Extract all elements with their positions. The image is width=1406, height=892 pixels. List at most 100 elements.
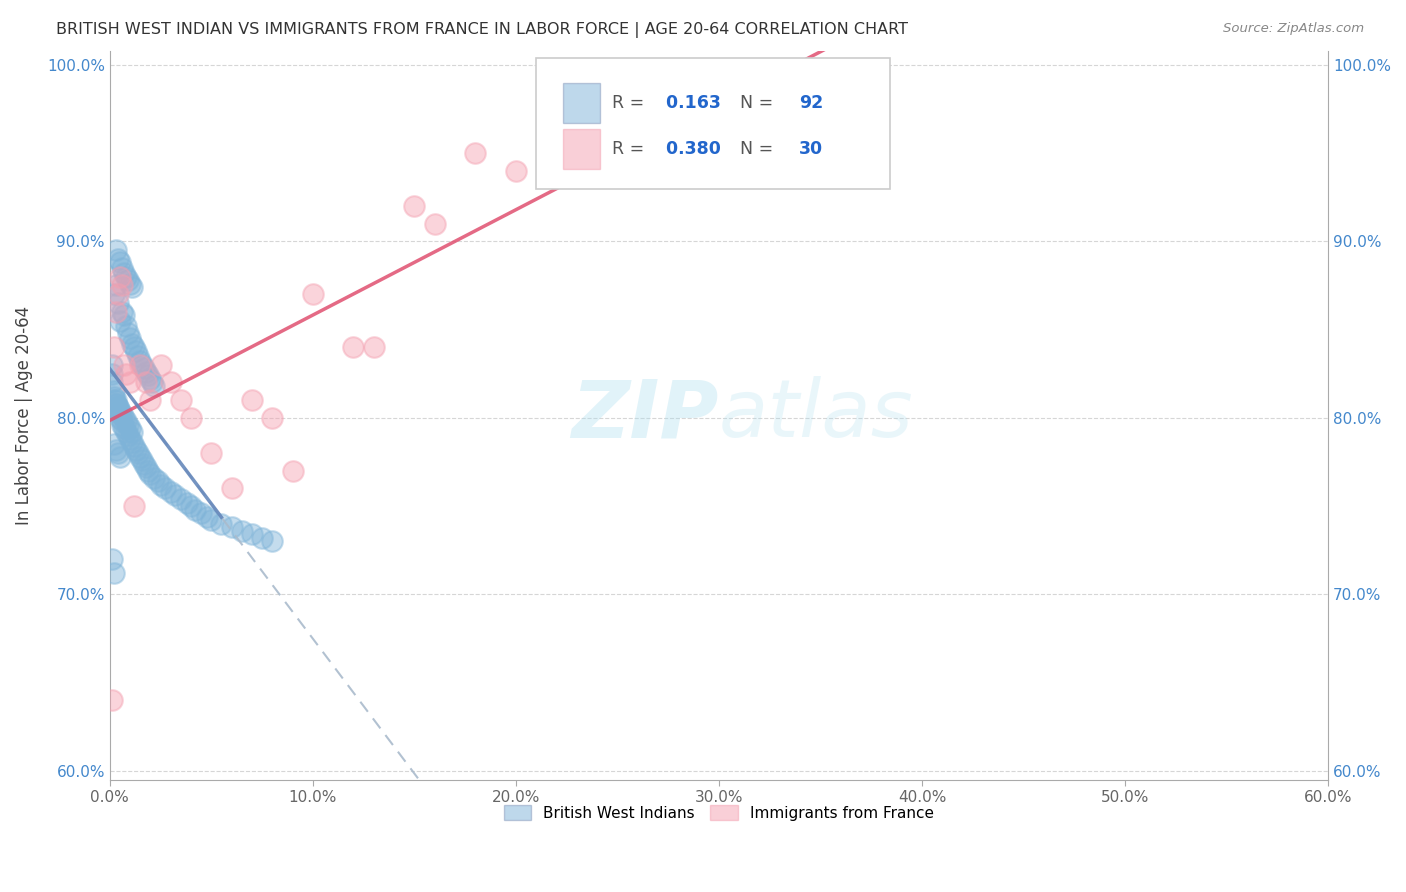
Point <box>103 340 125 354</box>
Point <box>159 376 181 390</box>
Text: atlas: atlas <box>718 376 914 454</box>
Point <box>221 520 243 534</box>
Point <box>107 296 129 310</box>
Point <box>112 358 135 372</box>
Point <box>250 531 273 545</box>
Point <box>101 552 124 566</box>
Point <box>127 446 149 460</box>
Point <box>184 502 207 516</box>
Point <box>104 243 127 257</box>
Point <box>200 513 222 527</box>
Point <box>111 417 134 432</box>
Point <box>209 516 232 531</box>
Point <box>104 442 127 457</box>
FancyBboxPatch shape <box>562 83 599 122</box>
Point <box>103 390 125 404</box>
Point <box>301 287 323 301</box>
Point <box>121 435 143 450</box>
Point <box>112 421 135 435</box>
Point <box>231 524 253 538</box>
Point <box>200 446 222 460</box>
Point <box>136 464 159 478</box>
FancyBboxPatch shape <box>536 58 890 189</box>
Point <box>136 368 159 383</box>
Point <box>129 354 152 368</box>
Point <box>111 414 134 428</box>
Point <box>134 361 156 376</box>
Point <box>108 403 131 417</box>
Point <box>505 163 527 178</box>
Point <box>190 506 212 520</box>
Point <box>122 340 145 354</box>
Point <box>129 358 152 372</box>
Point <box>149 358 172 372</box>
Point <box>112 266 135 280</box>
Text: Source: ZipAtlas.com: Source: ZipAtlas.com <box>1223 22 1364 36</box>
Point <box>125 442 148 457</box>
Point <box>107 403 129 417</box>
Point <box>108 410 131 425</box>
Point <box>115 367 138 381</box>
Text: R =: R = <box>612 94 650 112</box>
Point <box>122 499 145 513</box>
Point <box>139 393 162 408</box>
Text: 0.380: 0.380 <box>661 140 721 158</box>
Point <box>221 482 243 496</box>
Point <box>112 309 135 323</box>
Point <box>149 478 172 492</box>
Text: BRITISH WEST INDIAN VS IMMIGRANTS FROM FRANCE IN LABOR FORCE | AGE 20-64 CORRELA: BRITISH WEST INDIAN VS IMMIGRANTS FROM F… <box>56 22 908 38</box>
Text: 0.163: 0.163 <box>661 94 721 112</box>
Point <box>107 446 129 460</box>
Point <box>120 421 142 435</box>
Point <box>107 401 129 415</box>
Point <box>135 365 157 379</box>
Point <box>170 393 193 408</box>
Point <box>103 393 125 408</box>
Point <box>101 367 124 381</box>
Point <box>240 393 263 408</box>
Point <box>103 287 125 301</box>
Point <box>111 305 134 319</box>
Point <box>111 407 134 421</box>
Point <box>143 379 166 393</box>
Point <box>103 566 125 580</box>
Point <box>159 484 181 499</box>
Point <box>115 414 138 428</box>
Point <box>135 376 157 390</box>
Point <box>111 260 134 275</box>
Point <box>153 482 176 496</box>
Point <box>121 425 143 439</box>
Point <box>131 453 153 467</box>
Point <box>104 397 127 411</box>
Text: N =: N = <box>728 140 779 158</box>
Point <box>122 439 145 453</box>
Point <box>125 343 148 358</box>
Point <box>107 252 129 266</box>
Point <box>134 457 156 471</box>
Point <box>111 278 134 293</box>
Point <box>404 199 426 213</box>
Point <box>104 397 127 411</box>
Point <box>117 428 139 442</box>
Point <box>104 305 127 319</box>
Point <box>170 491 193 506</box>
Point <box>120 277 142 291</box>
Point <box>115 269 138 284</box>
Point <box>120 331 142 345</box>
Point <box>104 278 127 293</box>
Point <box>342 340 364 354</box>
Point <box>117 273 139 287</box>
Text: R =: R = <box>612 140 650 158</box>
Point <box>120 376 142 390</box>
Text: N =: N = <box>728 94 779 112</box>
Point <box>139 467 162 482</box>
Point <box>101 693 124 707</box>
Point <box>141 376 163 390</box>
Point <box>262 410 284 425</box>
Point <box>108 407 131 421</box>
Point <box>423 217 446 231</box>
Point <box>107 287 129 301</box>
Point <box>117 417 139 432</box>
Legend: British West Indians, Immigrants from France: British West Indians, Immigrants from Fr… <box>498 798 941 827</box>
FancyBboxPatch shape <box>562 129 599 169</box>
